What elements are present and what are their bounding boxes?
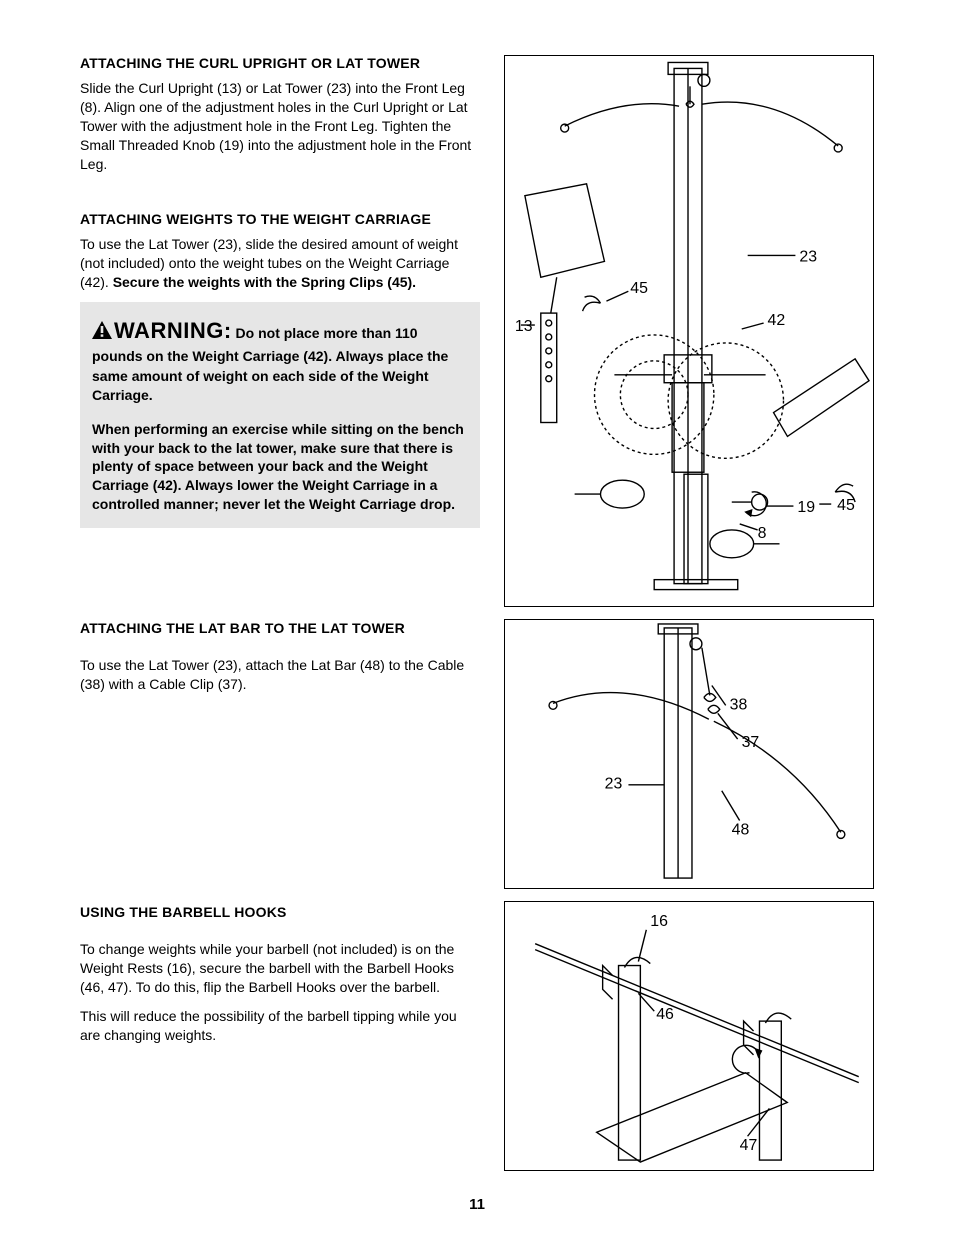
page-number: 11 xyxy=(0,1196,954,1213)
spacer xyxy=(80,704,480,904)
warning-text2: When performing an exercise while sittin… xyxy=(92,420,468,514)
warning-label: WARNING: xyxy=(114,318,232,343)
body-barbell-hooks-1: To change weights while your barbell (no… xyxy=(80,940,480,997)
spacer xyxy=(80,644,480,656)
warning-box: WARNING: Do not place more than 110 poun… xyxy=(80,302,480,528)
heading-barbell-hooks: USING THE BARBELL HOOKS xyxy=(80,904,480,920)
figure-barbell-hooks: 16 46 47 xyxy=(504,901,874,1171)
figure-lat-bar-attach: 38 37 23 48 xyxy=(504,619,874,889)
callout-19: 19 xyxy=(797,499,815,516)
callout-38: 38 xyxy=(730,696,748,713)
body-barbell-hooks-2: This will reduce the possibility of the … xyxy=(80,1007,480,1045)
left-column: ATTACHING THE CURL UPRIGHT OR LAT TOWER … xyxy=(80,55,480,1171)
callout-42: 42 xyxy=(768,312,786,329)
heading-curl-upright: ATTACHING THE CURL UPRIGHT OR LAT TOWER xyxy=(80,55,480,71)
body-weight-carriage-bold: Secure the weights with the Spring Clips… xyxy=(113,274,416,290)
heading-weight-carriage: ATTACHING WEIGHTS TO THE WEIGHT CARRIAGE xyxy=(80,211,480,227)
callout-45b: 45 xyxy=(837,497,855,514)
callout-23: 23 xyxy=(799,248,817,265)
spacer xyxy=(80,183,480,211)
callout-13: 13 xyxy=(515,318,533,335)
callout-46: 46 xyxy=(656,1006,674,1023)
body-curl-upright: Slide the Curl Upright (13) or Lat Tower… xyxy=(80,79,480,173)
callout-8: 8 xyxy=(758,525,767,542)
page: ATTACHING THE CURL UPRIGHT OR LAT TOWER … xyxy=(0,0,954,1235)
callout-47: 47 xyxy=(740,1137,758,1154)
body-weight-carriage: To use the Lat Tower (23), slide the des… xyxy=(80,235,480,292)
two-column-layout: ATTACHING THE CURL UPRIGHT OR LAT TOWER … xyxy=(80,55,874,1171)
warning-icon xyxy=(92,321,112,345)
callout-23: 23 xyxy=(605,776,623,793)
figure-lat-tower-assembly: 13 45 23 42 19 45 8 xyxy=(504,55,874,607)
callout-45a: 45 xyxy=(630,280,648,297)
heading-lat-bar: ATTACHING THE LAT BAR TO THE LAT TOWER xyxy=(80,620,480,636)
spacer xyxy=(80,556,480,620)
warning-line1: WARNING: Do not place more than 110 poun… xyxy=(92,316,468,406)
callout-37: 37 xyxy=(742,734,760,751)
spacer xyxy=(80,928,480,940)
callout-48: 48 xyxy=(732,821,750,838)
body-lat-bar: To use the Lat Tower (23), attach the La… xyxy=(80,656,480,694)
right-column: 13 45 23 42 19 45 8 xyxy=(504,55,874,1171)
callout-16: 16 xyxy=(650,913,668,930)
